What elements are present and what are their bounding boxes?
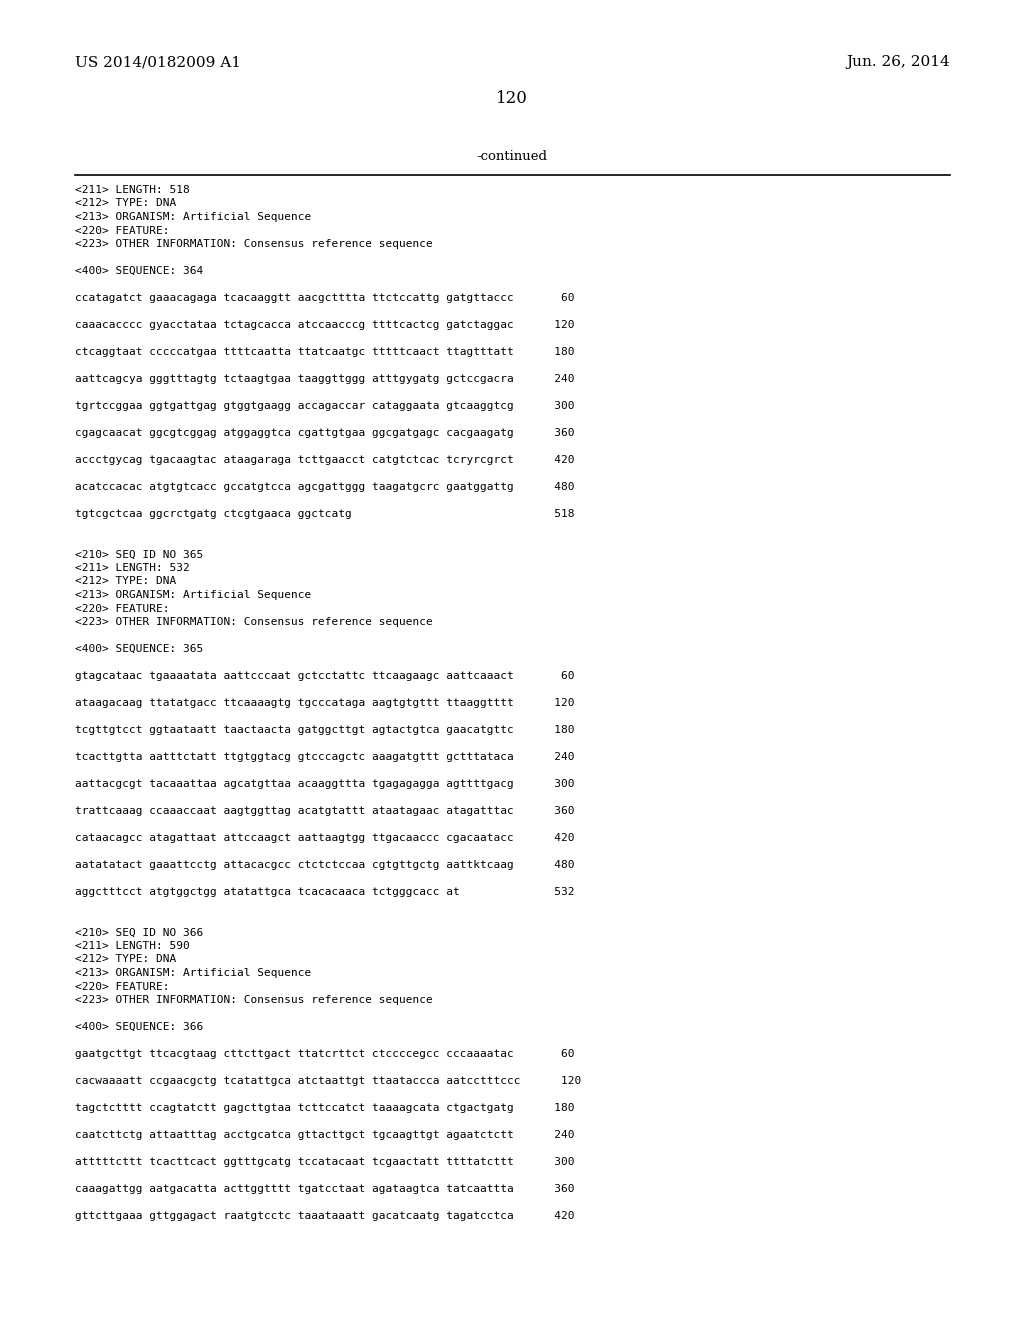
Text: <211> LENGTH: 590: <211> LENGTH: 590 — [75, 941, 189, 950]
Text: <213> ORGANISM: Artificial Sequence: <213> ORGANISM: Artificial Sequence — [75, 968, 311, 978]
Text: <210> SEQ ID NO 366: <210> SEQ ID NO 366 — [75, 928, 203, 937]
Text: trattcaaag ccaaaccaat aagtggttag acatgtattt ataatagaac atagatttac      360: trattcaaag ccaaaccaat aagtggttag acatgta… — [75, 807, 574, 816]
Text: cacwaaaatt ccgaacgctg tcatattgca atctaattgt ttaataccca aatcctttccc      120: cacwaaaatt ccgaacgctg tcatattgca atctaat… — [75, 1076, 582, 1086]
Text: cataacagcc atagattaat attccaagct aattaagtgg ttgacaaccc cgacaatacc      420: cataacagcc atagattaat attccaagct aattaag… — [75, 833, 574, 843]
Text: tagctctttt ccagtatctt gagcttgtaa tcttccatct taaaagcata ctgactgatg      180: tagctctttt ccagtatctt gagcttgtaa tcttcca… — [75, 1104, 574, 1113]
Text: gtagcataac tgaaaatata aattcccaat gctcctattc ttcaagaagc aattcaaact       60: gtagcataac tgaaaatata aattcccaat gctccta… — [75, 671, 574, 681]
Text: <211> LENGTH: 532: <211> LENGTH: 532 — [75, 564, 189, 573]
Text: <400> SEQUENCE: 365: <400> SEQUENCE: 365 — [75, 644, 203, 653]
Text: Jun. 26, 2014: Jun. 26, 2014 — [846, 55, 950, 69]
Text: <223> OTHER INFORMATION: Consensus reference sequence: <223> OTHER INFORMATION: Consensus refer… — [75, 995, 433, 1005]
Text: <223> OTHER INFORMATION: Consensus reference sequence: <223> OTHER INFORMATION: Consensus refer… — [75, 239, 433, 249]
Text: aggctttcct atgtggctgg atatattgca tcacacaaca tctgggcacc at              532: aggctttcct atgtggctgg atatattgca tcacaca… — [75, 887, 574, 898]
Text: gttcttgaaa gttggagact raatgtcctc taaataaatt gacatcaatg tagatcctca      420: gttcttgaaa gttggagact raatgtcctc taaataa… — [75, 1210, 574, 1221]
Text: 120: 120 — [496, 90, 528, 107]
Text: gaatgcttgt ttcacgtaag cttcttgact ttatcrttct ctccccegcc cccaaaatac       60: gaatgcttgt ttcacgtaag cttcttgact ttatcrt… — [75, 1049, 574, 1059]
Text: caaacacccc gyacctataa tctagcacca atccaacccg ttttcactcg gatctaggac      120: caaacacccc gyacctataa tctagcacca atccaac… — [75, 319, 574, 330]
Text: cgagcaacat ggcgtcggag atggaggtca cgattgtgaa ggcgatgagc cacgaagatg      360: cgagcaacat ggcgtcggag atggaggtca cgattgt… — [75, 428, 574, 438]
Text: caatcttctg attaatttag acctgcatca gttacttgct tgcaagttgt agaatctctt      240: caatcttctg attaatttag acctgcatca gttactt… — [75, 1130, 574, 1140]
Text: <212> TYPE: DNA: <212> TYPE: DNA — [75, 954, 176, 965]
Text: <213> ORGANISM: Artificial Sequence: <213> ORGANISM: Artificial Sequence — [75, 590, 311, 601]
Text: <212> TYPE: DNA: <212> TYPE: DNA — [75, 577, 176, 586]
Text: caaagattgg aatgacatta acttggtttt tgatcctaat agataagtca tatcaattta      360: caaagattgg aatgacatta acttggtttt tgatcct… — [75, 1184, 574, 1195]
Text: aattacgcgt tacaaattaa agcatgttaa acaaggttta tgagagagga agttttgacg      300: aattacgcgt tacaaattaa agcatgttaa acaaggt… — [75, 779, 574, 789]
Text: <220> FEATURE:: <220> FEATURE: — [75, 982, 170, 991]
Text: tcgttgtcct ggtaataatt taactaacta gatggcttgt agtactgtca gaacatgttc      180: tcgttgtcct ggtaataatt taactaacta gatggct… — [75, 725, 574, 735]
Text: ataagacaag ttatatgacc ttcaaaagtg tgcccataga aagtgtgttt ttaaggtttt      120: ataagacaag ttatatgacc ttcaaaagtg tgcccat… — [75, 698, 574, 708]
Text: -continued: -continued — [476, 150, 548, 162]
Text: ccatagatct gaaacagaga tcacaaggtt aacgctttta ttctccattg gatgttaccc       60: ccatagatct gaaacagaga tcacaaggtt aacgctt… — [75, 293, 574, 304]
Text: aattcagcya gggtttagtg tctaagtgaa taaggttggg atttgygatg gctccgacra      240: aattcagcya gggtttagtg tctaagtgaa taaggtt… — [75, 374, 574, 384]
Text: tcacttgtta aatttctatt ttgtggtacg gtcccagctc aaagatgttt gctttataca      240: tcacttgtta aatttctatt ttgtggtacg gtcccag… — [75, 752, 574, 762]
Text: <220> FEATURE:: <220> FEATURE: — [75, 226, 170, 235]
Text: <211> LENGTH: 518: <211> LENGTH: 518 — [75, 185, 189, 195]
Text: <400> SEQUENCE: 364: <400> SEQUENCE: 364 — [75, 267, 203, 276]
Text: US 2014/0182009 A1: US 2014/0182009 A1 — [75, 55, 241, 69]
Text: atttttcttt tcacttcact ggtttgcatg tccatacaat tcgaactatt ttttatcttt      300: atttttcttt tcacttcact ggtttgcatg tccatac… — [75, 1158, 574, 1167]
Text: <212> TYPE: DNA: <212> TYPE: DNA — [75, 198, 176, 209]
Text: accctgycag tgacaagtac ataagaraga tcttgaacct catgtctcac tcryrcgrct      420: accctgycag tgacaagtac ataagaraga tcttgaa… — [75, 455, 574, 465]
Text: <400> SEQUENCE: 366: <400> SEQUENCE: 366 — [75, 1022, 203, 1032]
Text: tgrtccggaa ggtgattgag gtggtgaagg accagaccar cataggaata gtcaaggtcg      300: tgrtccggaa ggtgattgag gtggtgaagg accagac… — [75, 401, 574, 411]
Text: aatatatact gaaattcctg attacacgcc ctctctccaa cgtgttgctg aattktcaag      480: aatatatact gaaattcctg attacacgcc ctctctc… — [75, 861, 574, 870]
Text: acatccacac atgtgtcacc gccatgtcca agcgattggg taagatgcrc gaatggattg      480: acatccacac atgtgtcacc gccatgtcca agcgatt… — [75, 482, 574, 492]
Text: <223> OTHER INFORMATION: Consensus reference sequence: <223> OTHER INFORMATION: Consensus refer… — [75, 616, 433, 627]
Text: tgtcgctcaa ggcrctgatg ctcgtgaaca ggctcatg                              518: tgtcgctcaa ggcrctgatg ctcgtgaaca ggctcat… — [75, 510, 574, 519]
Text: ctcaggtaat cccccatgaa ttttcaatta ttatcaatgc tttttcaact ttagtttatt      180: ctcaggtaat cccccatgaa ttttcaatta ttatcaa… — [75, 347, 574, 356]
Text: <210> SEQ ID NO 365: <210> SEQ ID NO 365 — [75, 549, 203, 560]
Text: <213> ORGANISM: Artificial Sequence: <213> ORGANISM: Artificial Sequence — [75, 213, 311, 222]
Text: <220> FEATURE:: <220> FEATURE: — [75, 603, 170, 614]
